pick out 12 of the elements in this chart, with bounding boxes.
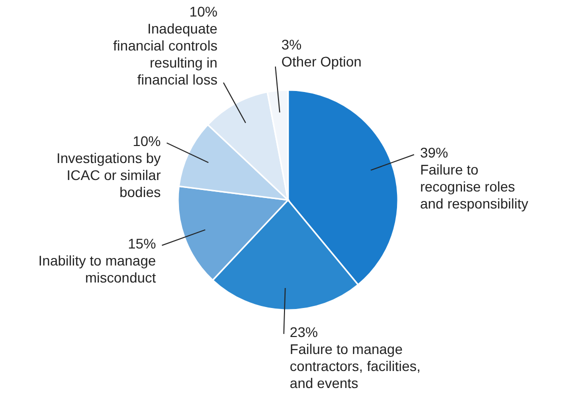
slice-label: Inability to manage misconduct <box>38 252 156 286</box>
data-label: 10% <box>189 4 218 20</box>
data-label: 10% <box>132 132 161 149</box>
slice-label: Investigations by ICAC or similar bodies <box>56 150 162 200</box>
data-label: 3% <box>281 36 302 53</box>
data-label: 15% <box>128 235 156 252</box>
slice-label: Failure to recognise roles and responsibility <box>420 162 528 212</box>
slice-label: Other Option <box>281 54 362 70</box>
slice-label: Failure to manage contractors, facilities, and events <box>290 340 421 391</box>
data-label: 39% <box>420 144 448 161</box>
slice-label: Inadequate financial controls resulting in financial loss <box>113 20 218 88</box>
data-label: 23% <box>290 324 318 340</box>
